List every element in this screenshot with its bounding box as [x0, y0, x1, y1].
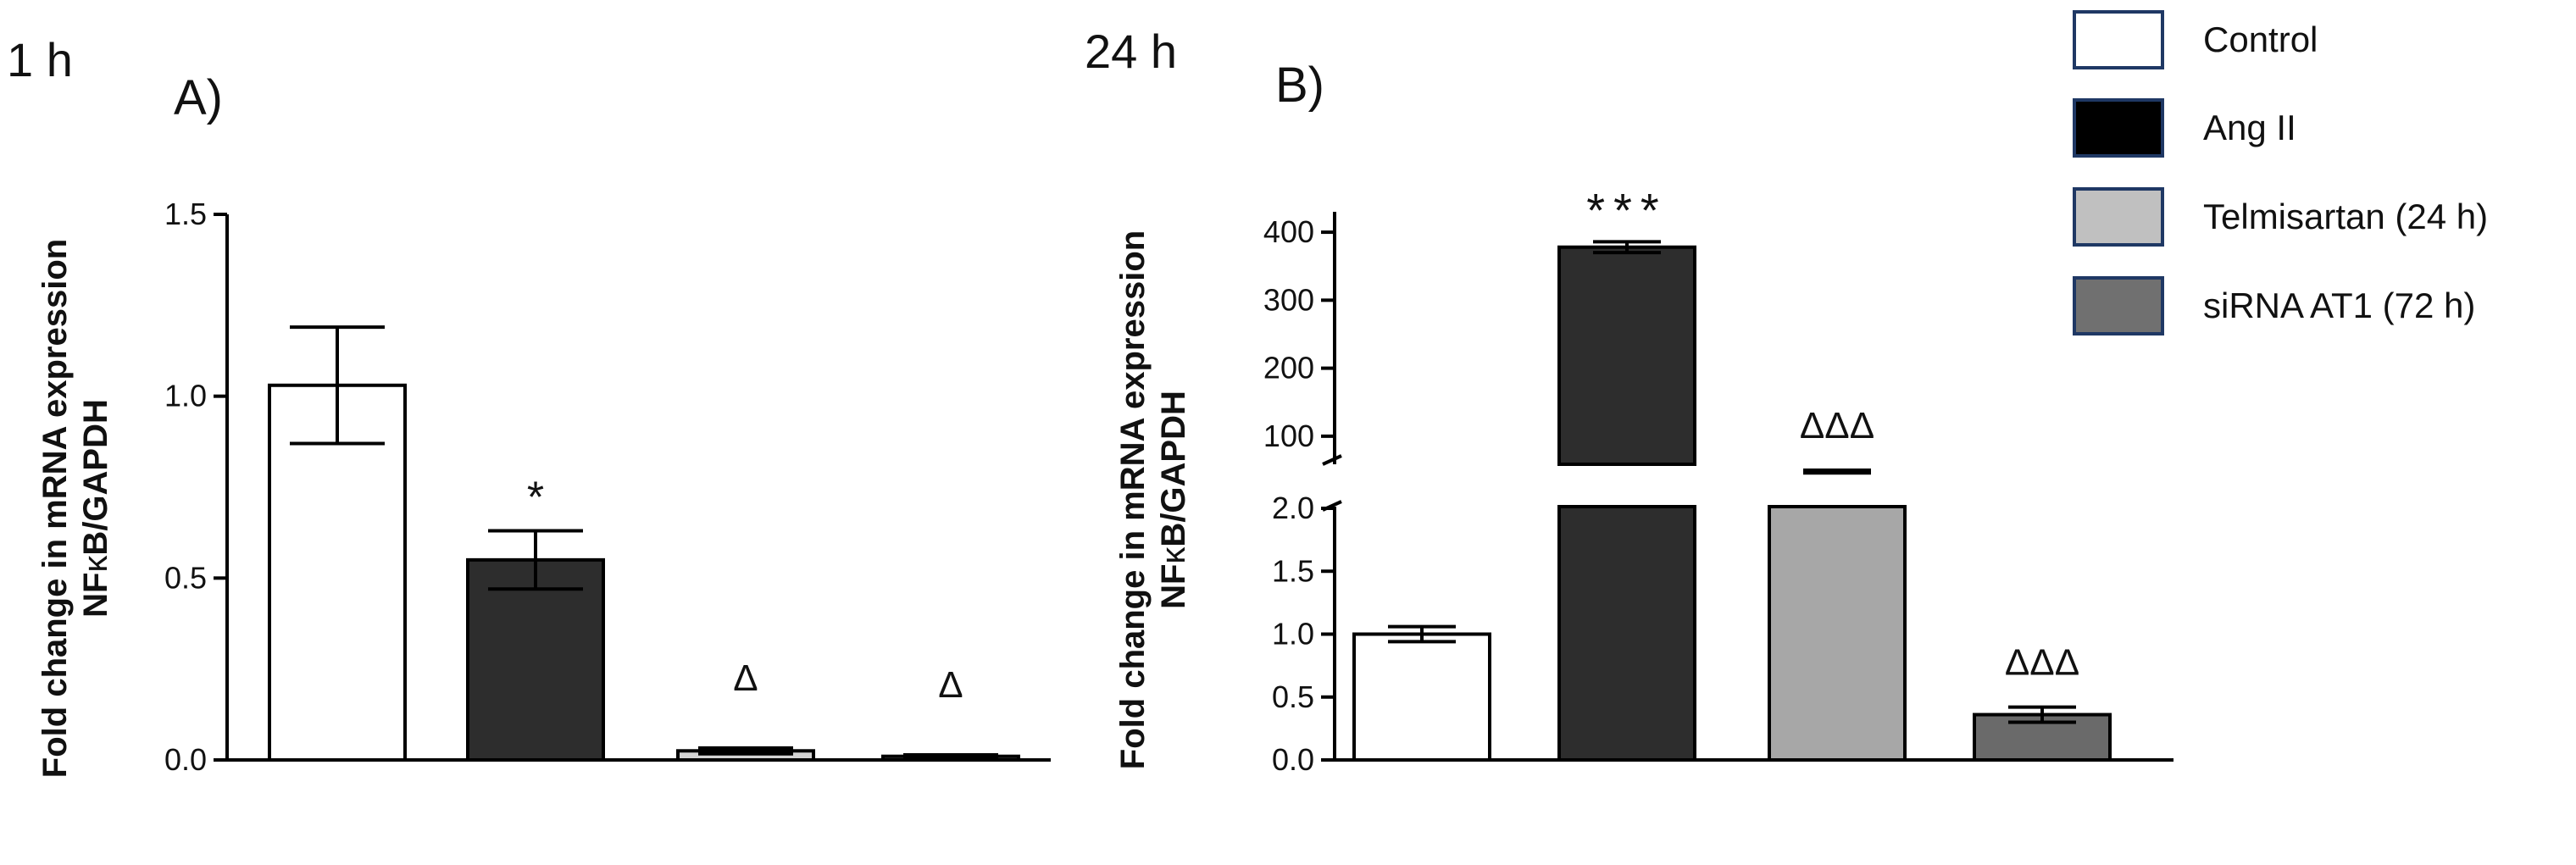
- panel-a-y-tick-label: 1.0: [164, 379, 207, 413]
- panel-b-ylabel-nf: NF: [1155, 564, 1192, 609]
- panel-b-y-tick-label: 200: [1263, 351, 1314, 385]
- panel-a-ylabel-kappa: κ: [77, 555, 114, 573]
- panel-b-y-axis-title-line2: NFκB/GAPDH: [1155, 391, 1192, 609]
- panel-a-bar: [466, 557, 605, 762]
- legend-label: Control: [2203, 19, 2318, 59]
- panel-a-y-axis-title-line1: Fold change in mRNA expression: [36, 239, 74, 778]
- panel-b-bar: [1973, 713, 2112, 762]
- panel-b-label: B): [1275, 58, 1324, 113]
- panel-b-time-label: 24 h: [1085, 25, 1177, 78]
- legend-label: siRNA AT1 (72 h): [2203, 286, 2475, 325]
- panel-b-ylabel-suffix: B/GAPDH: [1155, 391, 1192, 546]
- panel-b-bar-lower: [1557, 505, 1696, 762]
- panel-b-y-tick-label: 300: [1263, 282, 1314, 317]
- panel-b-axis-break-mark: [1322, 454, 1342, 466]
- panel-a-label: A): [174, 70, 223, 125]
- panel-b-y-tick-label: 1.5: [1272, 553, 1314, 588]
- panel-a-annotation: Δ: [733, 657, 758, 699]
- legend: Control Ang II Telmisartan (24 h) siRNA AT1…: [2073, 10, 2488, 335]
- panel-b-annotation: ***: [1586, 183, 1667, 236]
- legend-swatch: [2073, 98, 2164, 158]
- legend-swatch: [2073, 276, 2164, 335]
- panel-a-y-axis-title-line2: NFκB/GAPDH: [77, 399, 114, 618]
- panel-a-y-tick-label: 1.5: [164, 197, 207, 231]
- panel-b-bar: [1352, 632, 1491, 762]
- panel-a-y-axis-title: Fold change in mRNA expression NFκB/GAPD…: [36, 239, 114, 778]
- panel-b-y-tick-label: 0.0: [1272, 742, 1314, 777]
- panel-a-annotation: Δ: [938, 664, 963, 706]
- panel-b-annotation: ΔΔΔ: [1800, 405, 1874, 446]
- panel-b-y-axis-title: Fold change in mRNA expression NFκB/GAPD…: [1114, 230, 1192, 769]
- panel-b-y-tick-label: 2.0: [1272, 491, 1314, 525]
- panel-a-ylabel-nf: NF: [77, 573, 114, 618]
- panel-b-ylabel-kappa: κ: [1155, 546, 1192, 564]
- panel-b-y-tick-label: 1.0: [1272, 617, 1314, 652]
- panel-b-y-tick-label: 400: [1263, 214, 1314, 249]
- panel-b-bar-upper: [1557, 245, 1696, 466]
- panel-b-y-tick-label: 0.5: [1272, 679, 1314, 714]
- legend-label: Telmisartan (24 h): [2203, 197, 2488, 236]
- panel-a-time-label: 1 h: [7, 33, 73, 86]
- panel-b-bar-lower: [1768, 505, 1907, 762]
- panel-a-y-tick-label: 0.0: [164, 742, 207, 777]
- panel-b-y-tick-label: 100: [1263, 419, 1314, 453]
- panel-a-plot: 0.0 0.5 1.0 1.5 * Δ Δ: [164, 197, 1051, 777]
- panel-b-y-axis-title-line1: Fold change in mRNA expression: [1114, 230, 1152, 769]
- panel-b-annotation: ΔΔΔ: [2005, 642, 2079, 684]
- legend-swatch: [2073, 187, 2164, 247]
- panel-a-annotation: *: [527, 474, 544, 523]
- panel-a-ylabel-suffix: B/GAPDH: [77, 399, 114, 555]
- panel-a-bar: [268, 383, 407, 762]
- panel-a-y-tick-label: 0.5: [164, 560, 207, 595]
- legend-swatch: [2073, 10, 2164, 69]
- legend-label: Ang II: [2203, 108, 2296, 147]
- panel-b-plot: 0.0 0.5 1.0 1.5 2.0 100 200 300 400 *** ΔΔΔ ΔΔΔ: [1263, 183, 2174, 777]
